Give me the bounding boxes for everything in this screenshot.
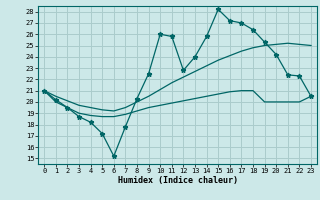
X-axis label: Humidex (Indice chaleur): Humidex (Indice chaleur) [118,176,238,185]
